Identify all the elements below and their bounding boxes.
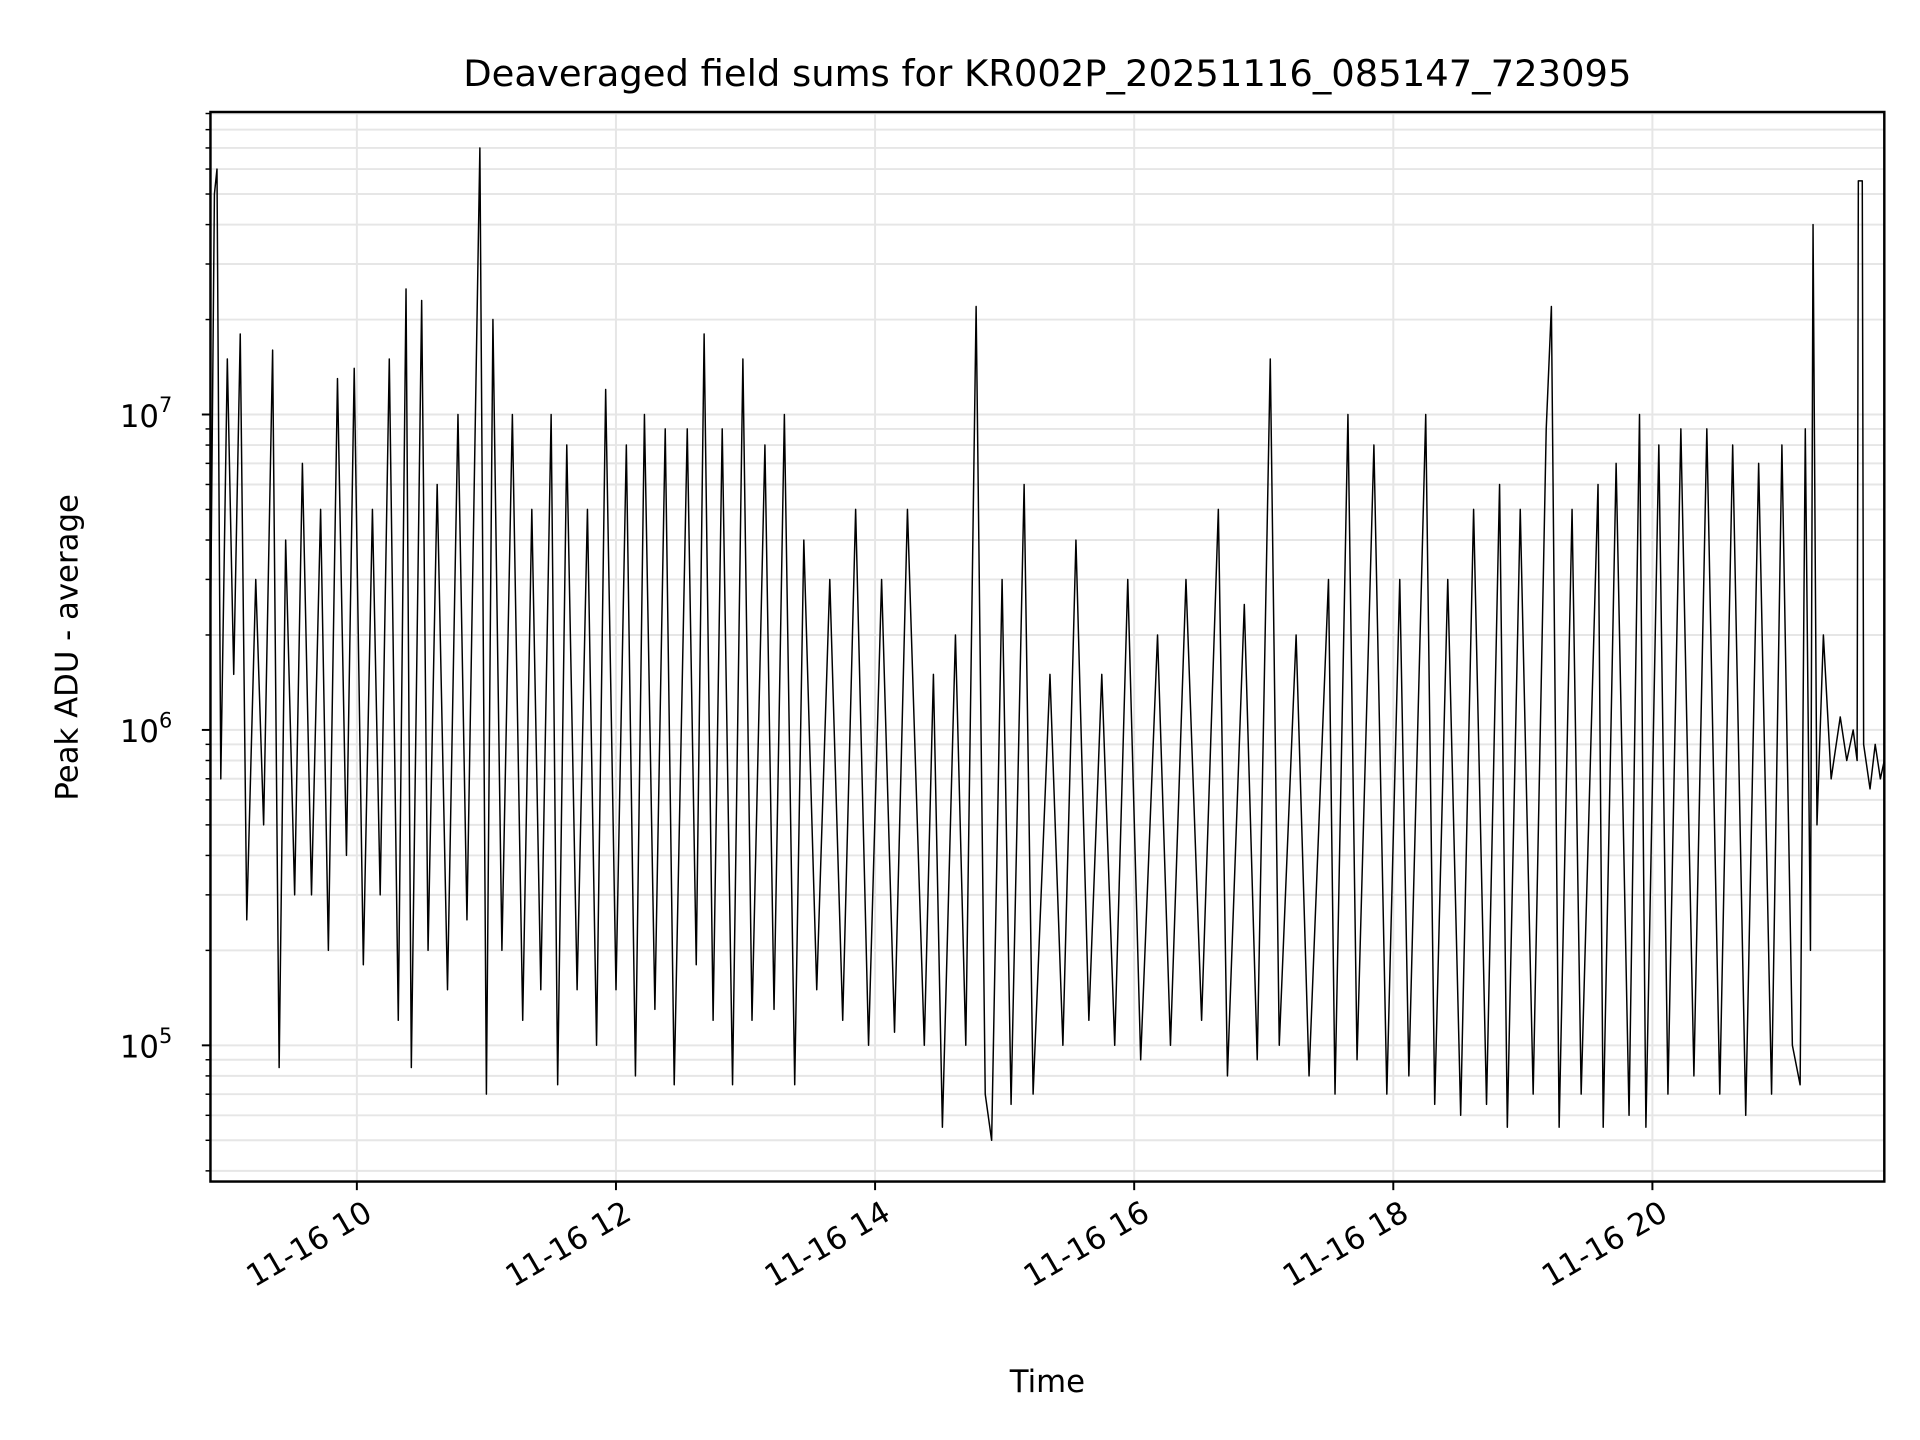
data-series <box>209 147 1886 1142</box>
y-tick-label: 105 <box>120 1024 172 1066</box>
y-tick-exponent: 6 <box>159 708 172 732</box>
x-tick-label: 11-16 18 <box>1277 1194 1415 1294</box>
y-tick-base: 10 <box>120 1030 159 1066</box>
series-line <box>209 147 1886 1142</box>
x-tick-label: 11-16 20 <box>1536 1194 1674 1294</box>
chart-title: Deaveraged field sums for KR002P_2025111… <box>463 52 1631 95</box>
x-tick-label: 11-16 12 <box>499 1194 637 1294</box>
x-tick-label: 11-16 14 <box>759 1194 897 1294</box>
y-tick-exponent: 5 <box>159 1024 172 1048</box>
x-tick-label: 11-16 16 <box>1018 1194 1156 1294</box>
y-tick-base: 10 <box>120 399 159 435</box>
x-axis-label: Time <box>1009 1364 1085 1400</box>
x-tick-label: 11-16 10 <box>240 1194 378 1294</box>
y-tick-exponent: 7 <box>159 393 172 417</box>
y-axis-label: Peak ADU - average <box>50 494 86 801</box>
y-tick-label: 106 <box>120 708 172 750</box>
x-axis: 11-16 10 11-16 12 11-16 14 11-16 16 11-16 18… <box>240 1181 1674 1295</box>
y-tick-base: 10 <box>120 714 159 750</box>
y-tick-label: 107 <box>120 393 172 435</box>
plot-frame <box>209 110 1886 1183</box>
